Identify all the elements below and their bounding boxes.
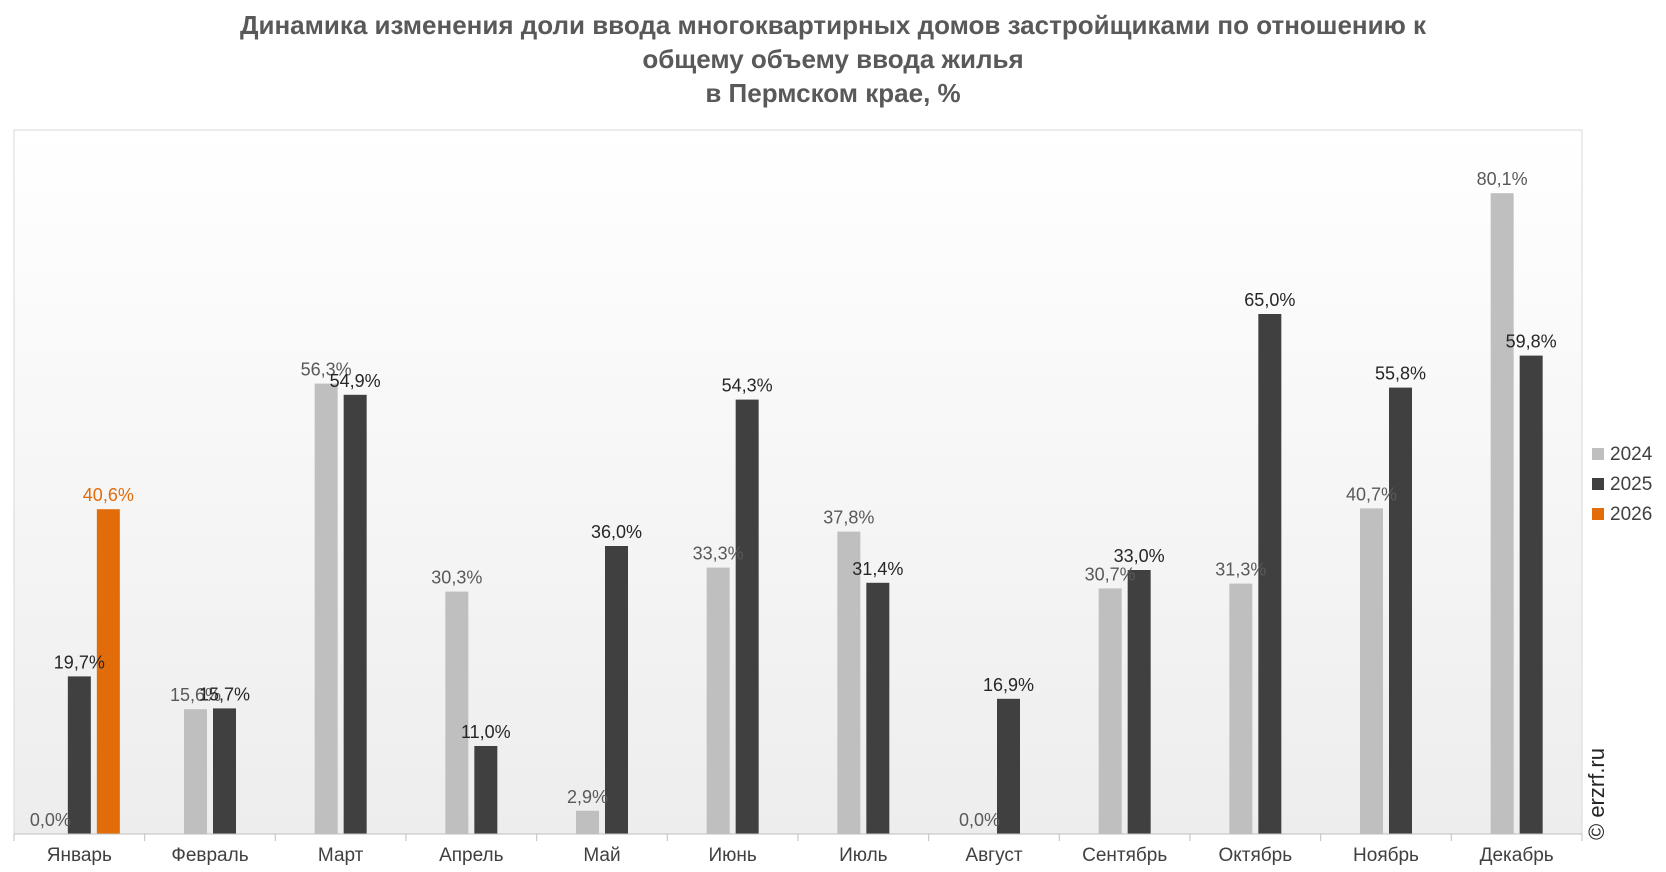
legend-swatch-2024 <box>1592 448 1604 460</box>
bar-2025-oct <box>1258 314 1282 834</box>
value-label-2025-nov: 55,8% <box>1375 364 1426 384</box>
value-label-2024-jun: 33,3% <box>693 544 744 564</box>
value-label-2025-dec: 59,8% <box>1506 332 1557 352</box>
chart-title-line-2: общему объему ввода жилья <box>642 44 1024 74</box>
value-label-2025-may: 36,0% <box>591 522 642 542</box>
x-tick-label-jan: Январь <box>47 845 112 866</box>
x-axis-labels: Январь Февраль Март Апрель Май Июнь Июль Август… <box>47 845 1554 866</box>
value-label-2025-oct: 65,0% <box>1244 290 1295 310</box>
bar-2025-sep <box>1127 570 1151 834</box>
plot-area <box>13 129 1583 835</box>
bar-2024-nov <box>1360 508 1383 834</box>
legend-label-2025: 2025 <box>1610 474 1652 495</box>
value-label-2024-oct: 31,3% <box>1215 560 1266 580</box>
x-tick-label-dec: Декабрь <box>1480 845 1554 866</box>
bar-2025-aug <box>997 698 1020 834</box>
x-tick-label-sep: Сентябрь <box>1082 845 1167 866</box>
bar-2024-dec <box>1490 193 1514 834</box>
legend-label-2026: 2026 <box>1610 504 1652 525</box>
x-tick-label-apr: Апрель <box>439 845 504 866</box>
value-label-2025-jun: 54,3% <box>722 376 773 396</box>
chart-title-line-3: в Пермском крае, % <box>705 78 961 108</box>
legend: 2024 2025 2026 <box>1592 444 1653 525</box>
x-tick-label-aug: Август <box>965 845 1022 866</box>
value-label-2024-jan: 0,0% <box>30 810 71 830</box>
bar-2024-jun <box>706 567 730 834</box>
value-label-2024-dec: 80,1% <box>1477 169 1528 189</box>
bar-2024-sep <box>1098 588 1122 834</box>
bar-2024-feb <box>184 709 207 834</box>
chart-title: Динамика изменения доли ввода многокварт… <box>0 8 1666 110</box>
bar-2025-dec <box>1519 355 1543 834</box>
x-tick-label-feb: Февраль <box>171 845 248 866</box>
bar-2025-may <box>605 546 628 834</box>
x-tick-label-oct: Октябрь <box>1219 845 1293 866</box>
value-label-2024-jul: 37,8% <box>823 508 874 528</box>
value-label-2024-aug: 0,0% <box>959 810 1000 830</box>
bar-2025-jun <box>735 399 759 834</box>
value-labels-group: 0,0% 19,7% 40,6% 15,6%15,7% 56,3%54,9% 30,3% 1… <box>30 169 1557 830</box>
value-label-2025-sep: 33,0% <box>1114 546 1165 566</box>
bar-2024-apr <box>445 591 469 834</box>
value-label-2025-mar: 54,9% <box>330 371 381 391</box>
value-label-2025-apr: 11,0% <box>461 722 511 742</box>
x-tick-label-mar: Март <box>318 845 364 866</box>
value-label-2025-jul: 31,4% <box>852 559 903 579</box>
bar-2025-mar <box>343 394 367 834</box>
bar-2024-jul <box>837 531 861 834</box>
copyright-watermark: © erzrf.ru <box>1584 748 1609 840</box>
bars-group <box>67 193 1543 834</box>
bar-2025-jul <box>866 582 890 834</box>
value-label-2024-sep: 30,7% <box>1085 564 1136 584</box>
bar-2025-apr <box>474 746 498 834</box>
value-label-2024-may: 2,9% <box>567 787 608 807</box>
value-label-2024-feb: 15,6% <box>170 685 221 705</box>
bar-2025-jan <box>67 676 91 834</box>
legend-swatch-2026 <box>1592 508 1604 520</box>
x-tick-label-jul: Июль <box>839 845 888 866</box>
x-tick-label-jun: Июнь <box>709 845 757 866</box>
x-tick-marks <box>13 834 1583 841</box>
value-label-2025-feb: 15,7% <box>199 684 250 704</box>
bar-2025-feb <box>213 708 236 834</box>
value-label-2025-jan: 19,7% <box>54 652 105 672</box>
x-tick-label-may: Май <box>583 845 620 866</box>
x-tick-label-nov: Ноябрь <box>1353 845 1419 866</box>
value-label-2024-nov: 40,7% <box>1346 484 1397 504</box>
value-label-2026-jan: 40,6% <box>83 485 134 505</box>
value-label-2024-mar: 56,3% <box>301 360 352 380</box>
bar-2024-oct <box>1229 583 1253 834</box>
bar-2026-jan <box>96 509 120 834</box>
legend-label-2024: 2024 <box>1610 444 1653 465</box>
value-label-2024-apr: 30,3% <box>431 568 482 588</box>
legend-swatch-2025 <box>1592 478 1604 490</box>
chart-title-line-1: Динамика изменения доли ввода многокварт… <box>239 10 1427 40</box>
bar-2025-nov <box>1389 387 1412 834</box>
bar-2024-may <box>576 810 599 834</box>
value-label-2025-aug: 16,9% <box>983 675 1034 695</box>
bar-2024-mar <box>314 383 338 834</box>
